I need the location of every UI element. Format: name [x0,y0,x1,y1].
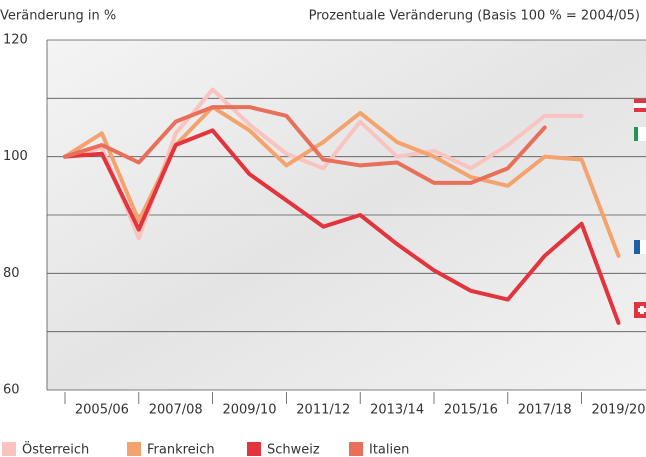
x-tick-label: 2011/12 [296,403,350,418]
legend-swatch [349,442,363,456]
x-tick-label: 2019/20 [591,403,645,418]
legend-swatch [247,442,261,456]
y-axis-title: Veränderung in % [0,9,116,24]
chart: Veränderung in % Prozentuale Veränderung… [0,0,646,457]
y-tick-label: 100 [3,149,28,164]
legend-label: Schweiz [267,443,320,457]
legend-label: Frankreich [147,443,215,457]
y-tick-label: 60 [3,383,20,398]
subtitle: Prozentuale Veränderung (Basis 100 % = 2… [309,9,640,24]
y-tick-label: 120 [3,33,28,48]
x-tick-label: 2005/06 [75,403,129,418]
x-tick-label: 2007/08 [149,403,203,418]
legend-swatch [2,442,16,456]
x-tick-label: 2013/14 [370,403,424,418]
y-tick-label: 80 [3,266,20,281]
x-tick-label: 2009/10 [222,403,276,418]
legend-swatch [127,442,141,456]
legend-label: Italien [369,443,409,457]
legend-label: Österreich [22,441,89,457]
x-tick-label: 2017/18 [518,403,572,418]
x-tick-label: 2015/16 [444,403,498,418]
